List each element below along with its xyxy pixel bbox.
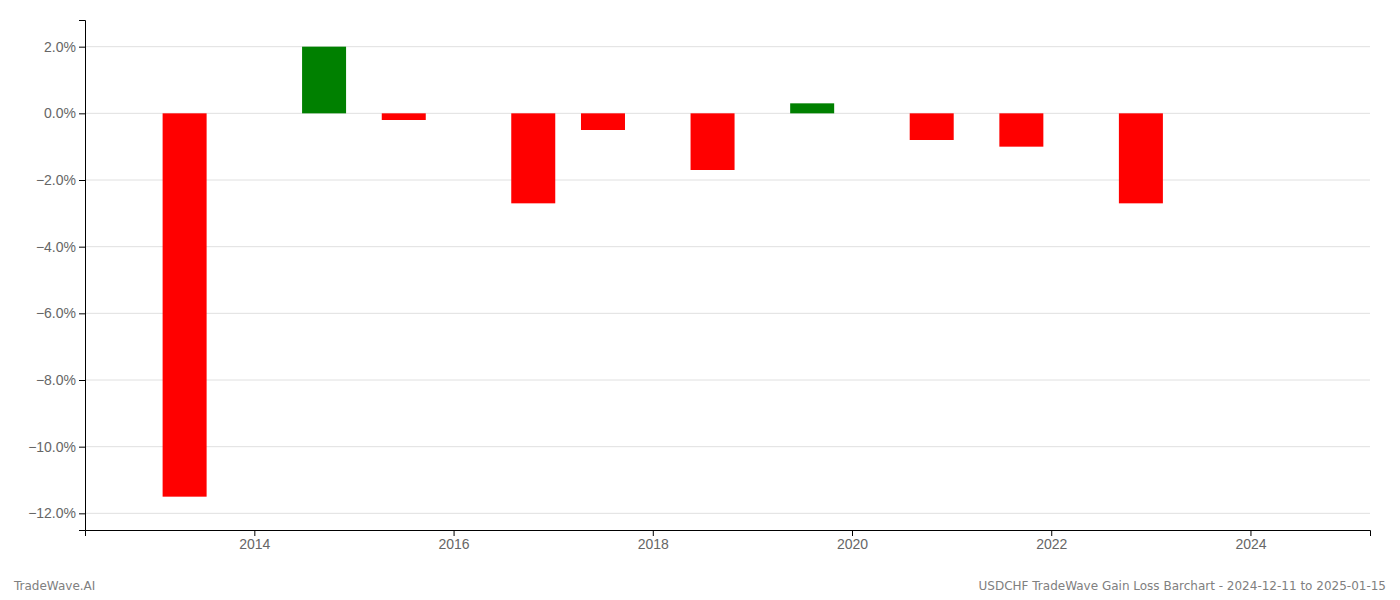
x-tick: 2018 — [638, 530, 669, 552]
y-tick: 0.0% — [44, 105, 85, 121]
grid-line — [85, 313, 1370, 314]
x-tick: 2022 — [1036, 530, 1067, 552]
footer-right: USDCHF TradeWave Gain Loss Barchart - 20… — [979, 579, 1386, 593]
y-tick-mark — [79, 113, 85, 114]
x-axis-line — [86, 531, 1371, 537]
y-tick-label: −4.0% — [36, 239, 76, 255]
grid-line — [85, 513, 1370, 514]
x-tick-label: 2018 — [638, 536, 669, 552]
x-tick-label: 2014 — [239, 536, 270, 552]
bar — [691, 113, 735, 170]
x-tick-label: 2016 — [438, 536, 469, 552]
bars — [163, 47, 1163, 497]
x-tick: 2016 — [438, 530, 469, 552]
bar — [1119, 113, 1163, 203]
y-tick-label: 0.0% — [44, 105, 76, 121]
y-tick-mark — [79, 447, 85, 448]
x-tick-label: 2022 — [1036, 536, 1067, 552]
y-tick-label: −12.0% — [28, 505, 76, 521]
bar — [163, 113, 207, 496]
x-tick-label: 2024 — [1235, 536, 1266, 552]
y-tick-mark — [79, 313, 85, 314]
x-tick: 2020 — [837, 530, 868, 552]
y-tick-mark — [79, 47, 85, 48]
y-tick: −6.0% — [36, 305, 85, 321]
footer-left: TradeWave.AI — [13, 579, 95, 593]
x-tick: 2024 — [1235, 530, 1266, 552]
y-tick-label: 2.0% — [44, 39, 76, 55]
bar — [302, 47, 346, 114]
x-tick-label: 2020 — [837, 536, 868, 552]
y-tick-mark — [79, 513, 85, 514]
grid-line — [85, 380, 1370, 381]
grid-line — [85, 246, 1370, 247]
y-tick-mark — [79, 247, 85, 248]
y-tick-label: −2.0% — [36, 172, 76, 188]
y-tick-label: −6.0% — [36, 305, 76, 321]
y-tick: 2.0% — [44, 39, 85, 55]
bar — [511, 113, 555, 203]
y-axis-line — [79, 21, 86, 531]
x-tick: 2014 — [239, 530, 270, 552]
grid-line — [85, 446, 1370, 447]
y-tick: −2.0% — [36, 172, 85, 188]
bar — [999, 113, 1043, 146]
grid — [85, 47, 1370, 514]
y-tick-label: −10.0% — [28, 439, 76, 455]
plot: 2014 2016 2018 2020 2022 2024 2.0% 0.0% −2.0% −4.… — [28, 21, 1370, 552]
y-tick: −10.0% — [28, 439, 85, 455]
grid-line — [85, 46, 1370, 47]
grid-line — [85, 180, 1370, 181]
x-axis: 2014 2016 2018 2020 2022 2024 — [86, 530, 1371, 552]
y-tick: −4.0% — [36, 239, 85, 255]
y-tick-label: −8.0% — [36, 372, 76, 388]
bar — [910, 113, 954, 140]
chart: 2014 2016 2018 2020 2022 2024 2.0% 0.0% −2.0% −4.… — [0, 0, 1400, 600]
y-tick: −12.0% — [28, 505, 85, 521]
bar — [581, 113, 625, 130]
y-tick-mark — [79, 380, 85, 381]
y-axis: 2.0% 0.0% −2.0% −4.0% −6.0% −8.0% −10.0% −12.0% — [28, 21, 85, 531]
bar — [382, 113, 426, 120]
y-tick-mark — [79, 180, 85, 181]
bar — [790, 103, 834, 113]
y-tick: −8.0% — [36, 372, 85, 388]
